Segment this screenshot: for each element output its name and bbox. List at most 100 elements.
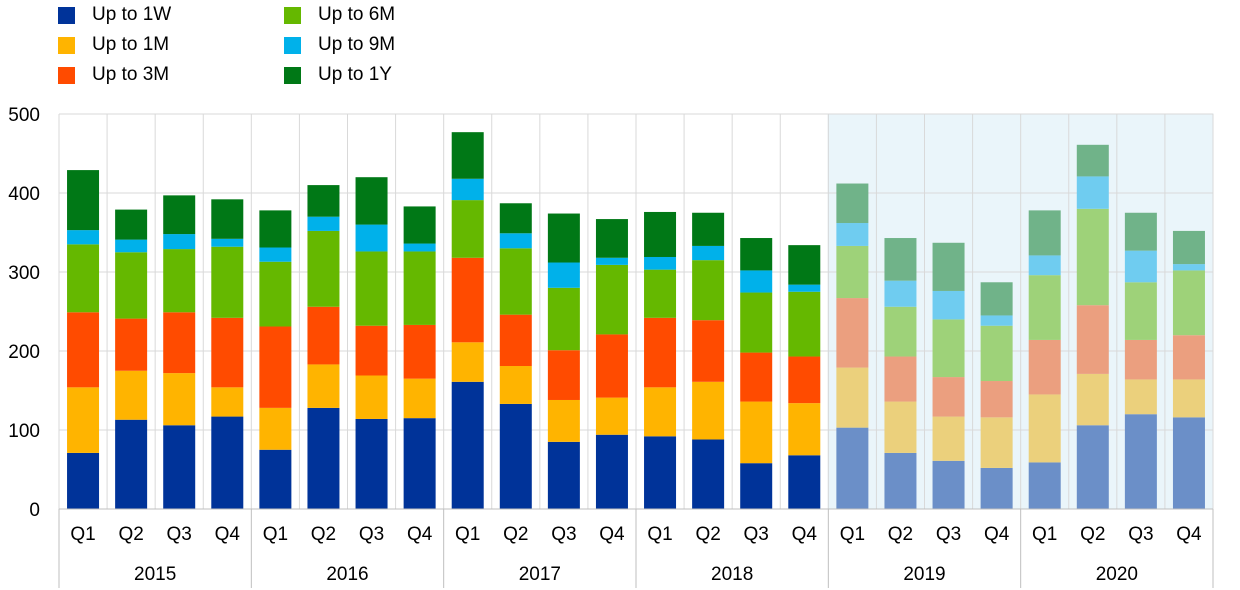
bar-segment-up-to-1w	[499, 403, 532, 509]
bar-segment-up-to-6m	[836, 245, 869, 299]
bar-segment-up-to-3m	[932, 377, 965, 417]
bar-segment-up-to-6m	[644, 269, 677, 318]
x-tick-label: Q4	[1176, 524, 1202, 545]
bar-segment-up-to-6m	[451, 200, 484, 258]
bar-segment-up-to-1y	[836, 183, 869, 224]
bar-segment-up-to-9m	[1076, 176, 1109, 209]
bar-segment-up-to-3m	[980, 381, 1013, 418]
bar-segment-up-to-1w	[259, 449, 292, 509]
bar-segment-up-to-1w	[115, 419, 148, 509]
bar-segment-up-to-9m	[788, 284, 821, 292]
y-tick-label: 0	[29, 500, 40, 521]
bar-segment-up-to-1y	[644, 211, 677, 257]
bar-segment-up-to-1y	[355, 177, 388, 225]
bar-segment-up-to-3m	[67, 312, 100, 388]
x-tick-label: Q1	[455, 524, 480, 545]
x-tick-label: Q3	[744, 524, 769, 545]
bar-segment-up-to-1y	[499, 203, 532, 234]
bar-segment-up-to-6m	[1076, 208, 1109, 306]
bar-segment-up-to-1m	[884, 401, 917, 453]
bar-segment-up-to-1y	[67, 170, 100, 231]
bar-segment-up-to-1w	[836, 427, 869, 509]
bar-segment-up-to-6m	[692, 260, 725, 321]
bar-segment-up-to-1w	[788, 455, 821, 509]
bar-segment-up-to-9m	[836, 223, 869, 246]
x-tick-label: Q4	[407, 524, 433, 545]
legend-label: Up to 9M	[318, 34, 396, 55]
bar-segment-up-to-1w	[67, 452, 100, 509]
bar-segment-up-to-1y	[692, 212, 725, 246]
y-tick-label: 100	[8, 421, 40, 442]
bar-segment-up-to-1y	[980, 282, 1013, 316]
bar-segment-up-to-3m	[547, 350, 580, 400]
bar-segment-up-to-3m	[499, 314, 532, 367]
bar-segment-up-to-6m	[980, 325, 1013, 382]
bar-segment-up-to-1m	[211, 387, 244, 417]
bar-segment-up-to-1w	[451, 381, 484, 509]
year-label: 2019	[903, 564, 945, 585]
bar-segment-up-to-9m	[67, 230, 100, 245]
x-tick-label: Q2	[1080, 524, 1105, 545]
bar-segment-up-to-6m	[259, 261, 292, 327]
bar-segment-up-to-1w	[1172, 417, 1205, 509]
bar-segment-up-to-3m	[355, 325, 388, 376]
legend-item: Up to 1Y	[284, 62, 392, 88]
bar-segment-up-to-6m	[1028, 275, 1061, 340]
x-tick-label: Q4	[984, 524, 1010, 545]
bar-segment-up-to-1m	[1028, 394, 1061, 463]
x-tick-label: Q1	[840, 524, 865, 545]
bar-segment-up-to-1w	[1076, 425, 1109, 509]
bar-segment-up-to-1y	[211, 199, 244, 239]
bar-segment-up-to-1y	[451, 132, 484, 179]
bar-segment-up-to-9m	[884, 280, 917, 307]
bar-segment-up-to-1y	[788, 245, 821, 285]
bar-segment-up-to-9m	[595, 257, 628, 265]
bar-segment-up-to-1y	[595, 219, 628, 258]
bar-segment-up-to-1w	[1124, 414, 1157, 509]
bar-segment-up-to-1y	[259, 210, 292, 248]
bar-segment-up-to-6m	[932, 319, 965, 378]
bar-segment-up-to-6m	[1172, 270, 1205, 336]
legend-swatch	[284, 66, 301, 84]
bar-segment-up-to-3m	[1172, 335, 1205, 380]
legend-label: Up to 1Y	[318, 64, 392, 85]
bar-segment-up-to-6m	[788, 291, 821, 357]
x-tick-label: Q1	[647, 524, 672, 545]
x-tick-label: Q2	[888, 524, 913, 545]
legend-swatch	[58, 66, 75, 84]
bar-segment-up-to-1y	[740, 238, 773, 271]
bar-segment-up-to-1m	[115, 370, 148, 420]
bar-segment-up-to-1w	[403, 418, 436, 509]
bar-segment-up-to-1w	[644, 436, 677, 509]
bar-segment-up-to-1w	[163, 425, 196, 509]
bar-segment-up-to-9m	[451, 178, 484, 201]
legend-label: Up to 1M	[92, 34, 170, 55]
bar-segment-up-to-9m	[932, 290, 965, 320]
bar-segment-up-to-6m	[499, 248, 532, 315]
x-tick-label: Q4	[215, 524, 241, 545]
bar-segment-up-to-3m	[307, 306, 340, 365]
bar-segment-up-to-9m	[980, 315, 1013, 326]
bar-segment-up-to-1y	[932, 242, 965, 291]
legend-label: Up to 3M	[92, 64, 170, 85]
bar-segment-up-to-1w	[884, 452, 917, 509]
y-tick-label: 200	[8, 342, 40, 363]
bar-segment-up-to-9m	[644, 256, 677, 270]
bar-segment-up-to-6m	[403, 251, 436, 325]
bar-segment-up-to-3m	[1076, 305, 1109, 374]
bar-segment-up-to-1w	[740, 463, 773, 509]
bar-segment-up-to-1m	[499, 366, 532, 404]
bar-segment-up-to-1w	[932, 460, 965, 509]
bar-segment-up-to-1w	[595, 434, 628, 509]
bar-segment-up-to-6m	[595, 264, 628, 335]
bar-segment-up-to-9m	[115, 239, 148, 253]
bar-segment-up-to-9m	[1028, 255, 1061, 276]
bar-segment-up-to-1w	[692, 439, 725, 509]
bar-segment-up-to-1m	[307, 364, 340, 408]
bar-segment-up-to-9m	[163, 234, 196, 250]
bar-segment-up-to-1m	[980, 417, 1013, 468]
bar-segment-up-to-6m	[1124, 282, 1157, 340]
bar-segment-up-to-1y	[1172, 230, 1205, 265]
bar-segment-up-to-1y	[403, 206, 436, 244]
